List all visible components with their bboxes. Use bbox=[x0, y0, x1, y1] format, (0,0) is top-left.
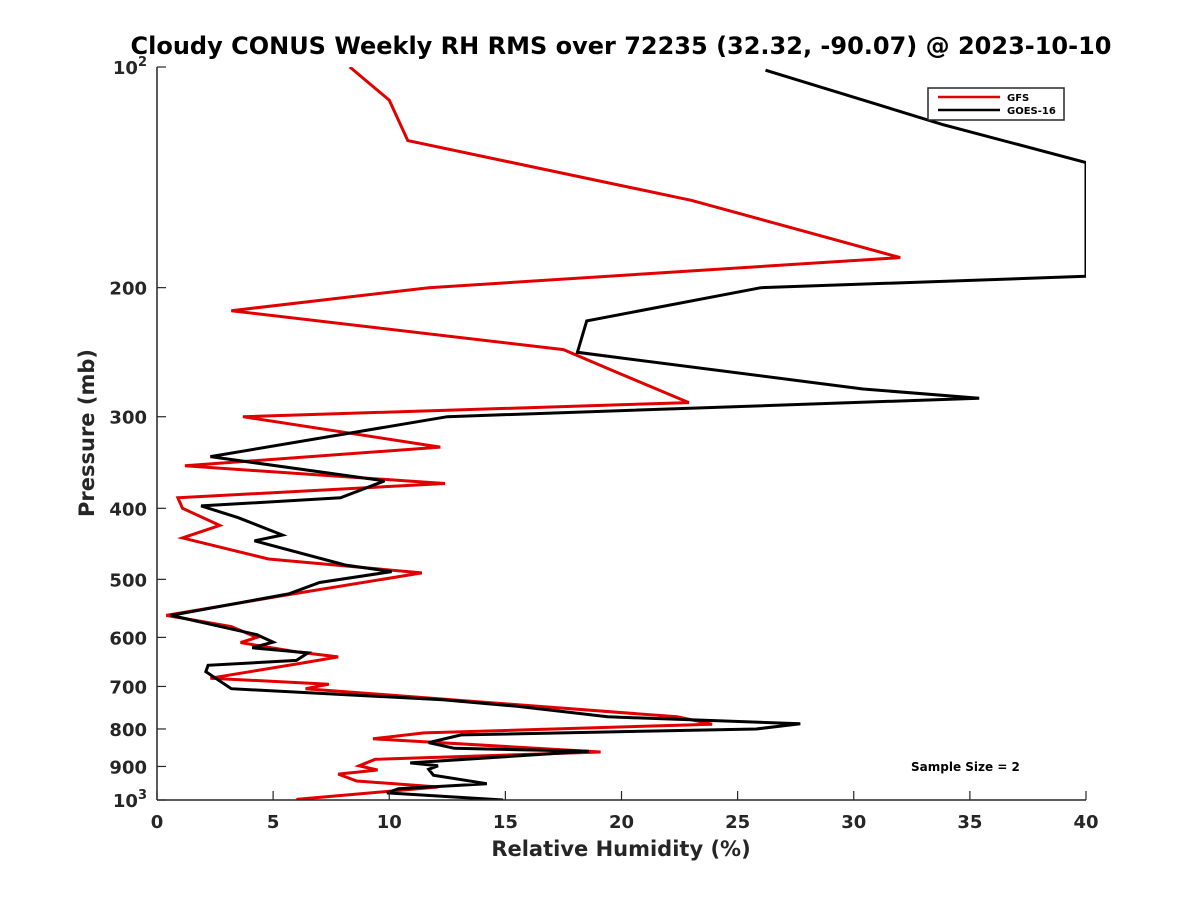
legend: GFS GOES-16 bbox=[927, 87, 1065, 121]
legend-box bbox=[927, 87, 1065, 121]
y-tick-exponent: 3 bbox=[138, 788, 147, 803]
y-tick-label: 400 bbox=[109, 499, 147, 520]
chart-title: Cloudy CONUS Weekly RH RMS over 72235 (3… bbox=[131, 32, 1112, 60]
x-tick-label: 20 bbox=[609, 812, 634, 833]
x-axis-label: Relative Humidity (%) bbox=[491, 837, 750, 861]
x-tick-label: 5 bbox=[267, 812, 280, 833]
y-tick-label: 700 bbox=[109, 677, 147, 698]
y-tick-label: 500 bbox=[109, 570, 147, 591]
y-tick-base: 10 bbox=[113, 791, 138, 812]
x-tick-label: 0 bbox=[151, 812, 164, 833]
y-tick-label: 103 bbox=[113, 788, 147, 812]
y-tick-label: 200 bbox=[109, 279, 147, 300]
y-axis-label: Pressure (mb) bbox=[75, 349, 99, 517]
sample-size-annotation: Sample Size = 2 bbox=[911, 760, 1020, 774]
y-tick-label: 102 bbox=[113, 55, 147, 79]
legend-label-gfs: GFS bbox=[1007, 93, 1029, 104]
y-tick-base: 10 bbox=[113, 58, 138, 79]
y-tick-exponent: 2 bbox=[138, 55, 147, 70]
y-tick-label: 300 bbox=[109, 408, 147, 429]
x-tick-label: 35 bbox=[957, 812, 982, 833]
y-tick-label: 600 bbox=[109, 628, 147, 649]
x-tick-label: 40 bbox=[1073, 812, 1098, 833]
x-tick-label: 25 bbox=[725, 812, 750, 833]
x-tick-label: 15 bbox=[493, 812, 518, 833]
y-tick-label: 900 bbox=[109, 757, 147, 778]
y-tick-label: 800 bbox=[109, 720, 147, 741]
series-layer bbox=[166, 67, 1086, 800]
legend-label-goes16: GOES-16 bbox=[1007, 106, 1056, 117]
x-tick-label: 30 bbox=[841, 812, 866, 833]
series-line-gfs bbox=[166, 67, 901, 800]
series-line-goes-16 bbox=[170, 68, 1086, 800]
x-ticks: 0 5 10 15 20 25 30 35 40 bbox=[151, 791, 1099, 833]
x-tick-label: 10 bbox=[377, 812, 402, 833]
